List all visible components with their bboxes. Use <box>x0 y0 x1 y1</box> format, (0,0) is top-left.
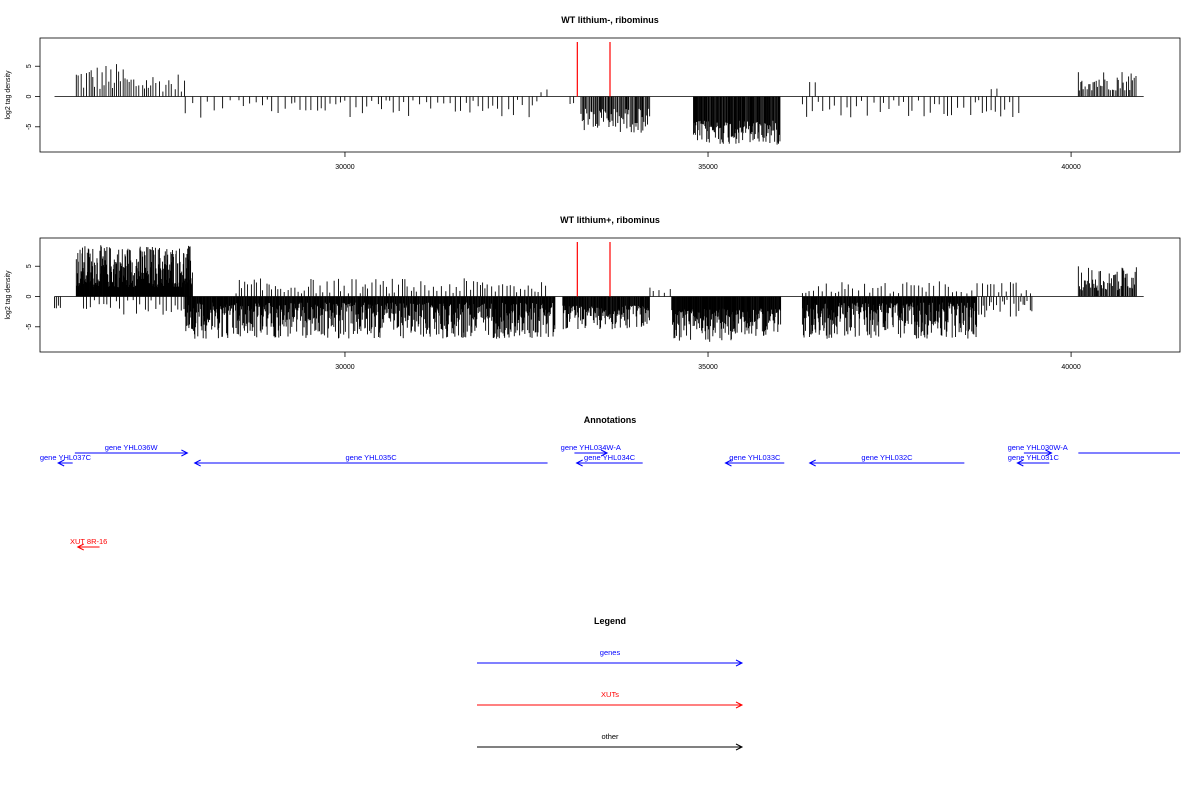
axes: 30000 35000 40000 -5 0 5 <box>26 264 1081 371</box>
feature-arrowhead <box>193 459 201 467</box>
x-tick-label: 40000 <box>1061 164 1081 171</box>
feature-arrowhead <box>575 459 583 467</box>
y-axis-label: log2 tag density <box>5 270 12 320</box>
x-tick-label: 30000 <box>335 164 355 171</box>
feature-label: gene YHL035C <box>346 453 398 462</box>
axes: 30000 35000 40000 -5 0 5 <box>26 64 1081 171</box>
feature-arrowhead <box>724 459 732 467</box>
feature-arrowhead <box>600 449 609 457</box>
feature-label: gene YHL034C <box>584 453 636 462</box>
legend-arrowhead <box>735 659 744 667</box>
feature-label: XUT 8R-16 <box>70 537 107 546</box>
x-tick-label: 40000 <box>1061 364 1081 371</box>
feature-arrowhead <box>57 459 65 467</box>
y-tick-label: 0 <box>26 294 33 298</box>
y-axis-label: log2 tag density <box>5 70 12 120</box>
legend-label: XUTs <box>601 690 619 699</box>
y-tick-label: 5 <box>26 264 33 268</box>
annotations-title: Annotations <box>584 415 637 425</box>
feature-label: gene YHL031C <box>1008 453 1060 462</box>
track-panel-lithium-minus: WT lithium-, ribominus log2 tag density … <box>5 15 1181 171</box>
feature-label: gene YHL030W-A <box>1008 443 1068 452</box>
feature-arrowhead <box>1045 449 1053 457</box>
legend-label: other <box>601 732 619 741</box>
feature-arrowhead <box>1016 459 1024 467</box>
x-tick-label: 35000 <box>698 364 718 371</box>
plot-frame <box>39 37 1181 153</box>
y-tick-label: -5 <box>26 124 33 130</box>
track-panel-lithium-plus: WT lithium+, ribominus log2 tag density … <box>5 215 1181 371</box>
track-title: WT lithium-, ribominus <box>561 15 659 25</box>
y-tick-label: 0 <box>26 94 33 98</box>
feature-label: gene YHL033C <box>729 453 781 462</box>
plot-frame <box>39 237 1181 353</box>
bar-series <box>54 64 1144 145</box>
feature-arrowhead <box>181 449 189 457</box>
y-tick-label: 5 <box>26 64 33 68</box>
marker-lines <box>576 42 611 97</box>
legend-arrowhead <box>735 743 744 751</box>
feature-arrowhead <box>76 543 84 551</box>
legend-label: genes <box>600 648 621 657</box>
x-tick-label: 35000 <box>698 164 718 171</box>
feature-label: gene YHL032C <box>861 453 913 462</box>
legend-panel: Legend genes XUTs other <box>477 616 744 751</box>
track-title: WT lithium+, ribominus <box>560 215 660 225</box>
bar-series <box>54 245 1144 342</box>
feature-label: gene YHL037C <box>40 453 92 462</box>
feature-arrowhead <box>808 459 816 467</box>
feature-label: gene YHL036W <box>105 443 159 452</box>
y-tick-label: -5 <box>26 324 33 330</box>
marker-lines <box>576 242 611 297</box>
annotation-features: gene YHL037C gene YHL036W gene YHL035C gene… <box>40 443 1180 551</box>
x-tick-label: 30000 <box>335 364 355 371</box>
legend-arrowhead <box>735 701 744 709</box>
feature-label: gene YHL034W-A <box>561 443 621 452</box>
legend-items: genes XUTs other <box>477 648 744 751</box>
legend-title: Legend <box>594 616 626 626</box>
